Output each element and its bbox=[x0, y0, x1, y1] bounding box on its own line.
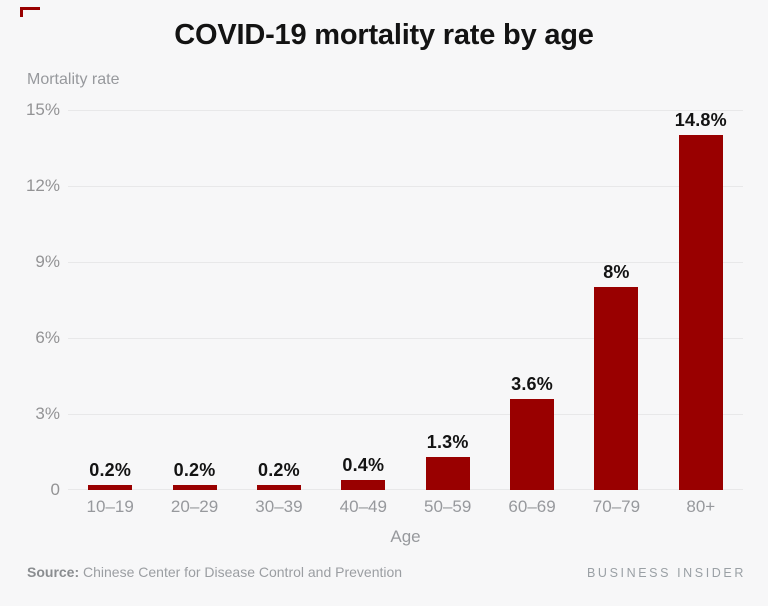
x-axis-tick-label: 60–69 bbox=[508, 497, 556, 516]
x-axis-caption: Age bbox=[390, 527, 421, 546]
x-axis-labels: 10–19 20–29 30–39 40–49 50–59 60–69 70–79 80+ bbox=[68, 497, 743, 517]
bar-value-label: 8% bbox=[603, 262, 630, 283]
y-axis-caption: Mortality rate bbox=[27, 71, 120, 88]
bars: 0.2% 0.2% 0.2% 0.4% 1.3% 3.6% 8% 14.8% bbox=[68, 110, 743, 490]
y-axis-tick-label: 15% bbox=[25, 100, 60, 119]
bar bbox=[88, 484, 133, 490]
source-line: Source: Chinese Center for Disease Contr… bbox=[27, 564, 402, 580]
bar-value-label: 0.2% bbox=[258, 459, 300, 480]
bar bbox=[594, 287, 639, 490]
source-label: Source: bbox=[27, 564, 80, 580]
x-axis-tick-label: 70–79 bbox=[592, 497, 641, 516]
bar-value-label: 3.6% bbox=[511, 373, 553, 394]
gridline bbox=[68, 186, 743, 187]
bar-slot: 0.2% bbox=[237, 110, 321, 490]
x-axis-tick-label: 40–49 bbox=[339, 497, 387, 516]
x-axis-tick-label: 50–59 bbox=[424, 497, 472, 516]
bar-slot: 0.2% bbox=[68, 110, 152, 490]
x-axis-tick-label: 10–19 bbox=[86, 497, 134, 516]
bar-value-label: 0.2% bbox=[173, 459, 216, 480]
bar bbox=[341, 479, 386, 490]
bar-slot: 3.6% bbox=[490, 110, 574, 490]
bar-slot: 1.3% bbox=[406, 110, 490, 490]
source-text: Chinese Center for Disease Control and P… bbox=[83, 564, 403, 580]
y-axis: 15% 12% 9% 6% 3% 0 bbox=[0, 100, 60, 499]
bar bbox=[510, 398, 555, 490]
bar-slot: 0.4% bbox=[321, 110, 405, 490]
brand-corner-mark-icon bbox=[20, 7, 40, 17]
bar-slot: 8% bbox=[574, 110, 658, 490]
bar-slot: 0.2% bbox=[152, 110, 236, 490]
bar bbox=[256, 484, 301, 490]
gridline bbox=[68, 414, 743, 415]
gridline bbox=[68, 489, 743, 490]
plot-area: 0.2% 0.2% 0.2% 0.4% 1.3% 3.6% 8% 14.8% bbox=[68, 110, 743, 490]
gridline bbox=[68, 110, 743, 111]
bar-slot: 14.8% bbox=[659, 110, 743, 490]
bar bbox=[425, 457, 470, 490]
bar bbox=[172, 484, 217, 490]
gridline bbox=[68, 262, 743, 263]
bar-value-label: 14.8% bbox=[674, 110, 727, 130]
y-axis-tick-label: 0 bbox=[50, 480, 60, 499]
y-axis-tick-label: 3% bbox=[35, 404, 60, 423]
gridline bbox=[68, 338, 743, 339]
x-axis-tick-label: 80+ bbox=[686, 497, 716, 516]
x-axis-tick-label: 20–29 bbox=[170, 497, 219, 516]
bar-value-label: 0.2% bbox=[89, 459, 132, 480]
y-axis-tick-label: 9% bbox=[35, 252, 60, 271]
x-axis-tick-label: 30–39 bbox=[255, 497, 303, 516]
chart-title: COVID-19 mortality rate by age bbox=[174, 19, 594, 51]
business-insider-logo: BUSINESS INSIDER bbox=[587, 566, 746, 580]
y-axis-tick-label: 12% bbox=[25, 176, 60, 195]
bar-value-label: 1.3% bbox=[426, 432, 469, 453]
y-axis-tick-label: 6% bbox=[35, 328, 60, 347]
bar bbox=[678, 135, 723, 490]
bar-value-label: 0.4% bbox=[342, 454, 385, 475]
